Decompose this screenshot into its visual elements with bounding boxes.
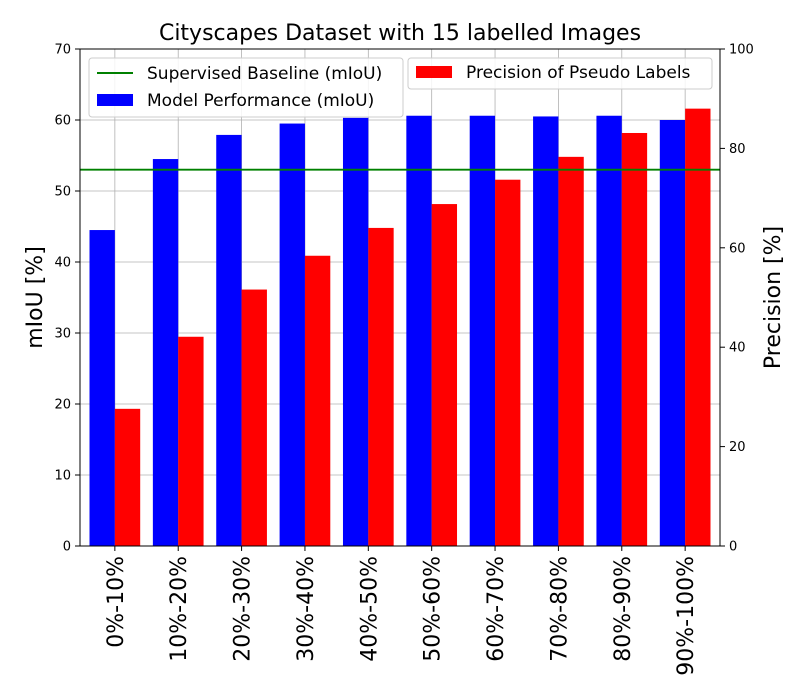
x-tick-label: 10%-20% [167,556,192,662]
y-left-tick-label: 30 [54,327,71,342]
bar-model-performance [596,115,622,547]
legend-baseline-label: Supervised Baseline (mIoU) [147,64,382,84]
bar-model-performance [406,115,432,547]
y-right-tick-label: 20 [729,440,746,455]
y-left-tick-label: 40 [54,256,71,271]
legend-precision-label: Precision of Pseudo Labels [466,63,691,83]
legend-left: Supervised Baseline (mIoU) Model Perform… [88,57,404,118]
x-tick-label: 0%-10% [104,556,129,648]
x-tick-label: 60%-70% [484,556,509,662]
y-right-tick-label: 80 [729,142,746,157]
bar-model-performance [659,120,686,546]
bar-precision [685,108,711,546]
x-tick-label: 90%-100% [674,556,699,676]
x-tick-label: 30%-40% [294,556,319,662]
bar-precision [621,132,648,547]
bar-model-performance [342,117,369,547]
y-left-tick-label: 0 [63,540,71,555]
y-right-tick-label: 40 [729,341,746,356]
legend-model-swatch [97,94,133,106]
legend-right-box [407,57,713,90]
bar-precision [495,179,521,546]
plot-frame [79,48,721,547]
legend-precision-swatch [416,66,452,78]
legend-left-box [88,57,404,118]
chart-title: Cityscapes Dataset with 15 labelled Imag… [159,21,641,46]
bar-precision [114,408,141,546]
x-tick-label: 70%-80% [547,556,572,662]
y-right-tick-label: 100 [729,43,754,58]
y-left-tick-label: 70 [54,43,71,58]
bar-model-performance [533,116,559,546]
bar-model-performance [216,134,242,546]
y-axis-left-label: mIoU [%] [23,246,48,349]
x-axis-ticks: 0%-10% 10%-20% 20%-30% 30%-40% 40%-50% 50%-60… [104,546,699,676]
bar-precision [431,204,458,546]
x-tick-label: 80%-90% [611,556,636,662]
bar-precision [368,227,394,547]
bar-model-performance [469,115,496,547]
y-left-tick-label: 20 [54,398,71,413]
bar-model-performance [89,230,115,547]
legend-model-label: Model Performance (mIoU) [147,91,374,111]
legend-right: Precision of Pseudo Labels [407,57,713,90]
y-left-tick-label: 60 [54,114,71,129]
bar-model-performance [279,123,305,547]
y-left-tick-label: 50 [54,185,71,200]
y-right-tick-label: 60 [729,241,746,256]
y-left-tick-label: 10 [54,469,71,484]
bar-model-performance [152,159,179,547]
y-axis-left-ticks: 0 10 20 30 40 50 60 70 [54,43,80,555]
x-tick-label: 40%-50% [357,556,382,662]
bars [89,108,711,547]
y-right-tick-label: 0 [729,540,737,555]
bar-precision [178,336,204,546]
y-axis-right-ticks: 0 20 40 60 80 100 [720,43,754,555]
bar-precision [304,255,331,546]
y-axis-right-label: Precision [%] [761,226,786,369]
bar-precision [558,156,584,546]
x-tick-label: 50%-60% [421,556,446,662]
bar-precision [241,289,267,546]
x-tick-label: 20%-30% [231,556,256,662]
